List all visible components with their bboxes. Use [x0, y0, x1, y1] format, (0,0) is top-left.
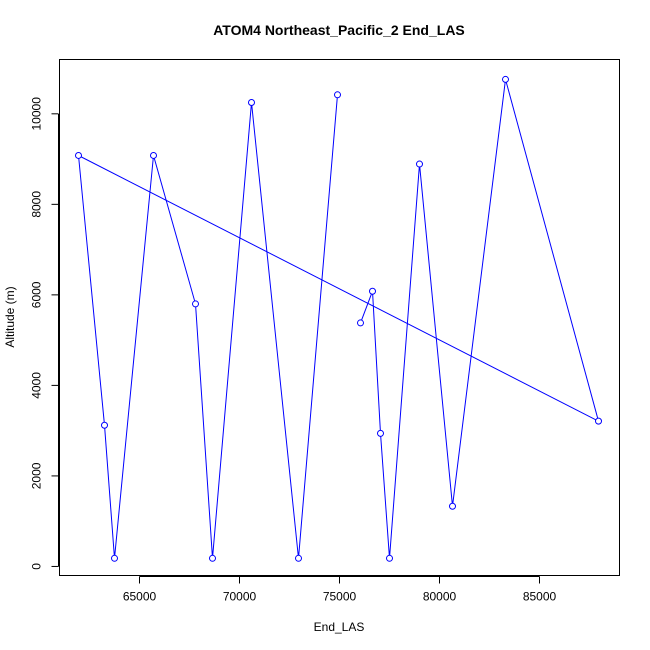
- data-point: [369, 287, 376, 295]
- data-point: [449, 502, 456, 510]
- data-point: [111, 554, 118, 562]
- data-point: [101, 421, 108, 429]
- data-point: [416, 160, 423, 168]
- plot-frame: [59, 59, 620, 576]
- data-point: [502, 75, 509, 83]
- series-line: [78, 94, 338, 559]
- y-tick-label: 4000: [30, 372, 44, 399]
- x-tick-label: 65000: [123, 590, 157, 604]
- x-tick-label: 80000: [423, 590, 457, 604]
- x-tick-label: 70000: [223, 590, 257, 604]
- y-tick-label: 6000: [30, 281, 44, 308]
- series-line: [78, 79, 600, 559]
- data-point: [357, 319, 364, 327]
- data-point: [334, 91, 341, 99]
- data-point: [150, 151, 157, 159]
- data-point: [248, 99, 255, 106]
- data-point: [75, 151, 82, 159]
- data-point: [377, 429, 384, 437]
- y-tick-label: 8000: [30, 191, 44, 218]
- x-tick-label: 75000: [323, 590, 357, 604]
- x-axis: 65000 70000 75000 80000 85000: [123, 576, 557, 604]
- y-axis: 0 2000 4000 6000 8000 10000: [30, 97, 59, 570]
- data-point: [295, 554, 302, 562]
- y-tick-label: 2000: [30, 462, 44, 489]
- x-tick-label: 85000: [523, 590, 557, 604]
- y-axis-label: Altitude (m): [3, 286, 17, 347]
- chart-title: ATOM4 Northeast_Pacific_2 End_LAS: [213, 22, 465, 38]
- data-point: [209, 554, 216, 562]
- y-tick-label: 0: [30, 563, 44, 570]
- series-lines: [78, 79, 600, 559]
- data-point: [595, 417, 602, 425]
- data-point: [192, 300, 199, 308]
- series-points: [75, 75, 602, 562]
- y-tick-label: 10000: [30, 97, 44, 131]
- data-point: [386, 554, 393, 562]
- x-axis-label: End_LAS: [314, 620, 365, 634]
